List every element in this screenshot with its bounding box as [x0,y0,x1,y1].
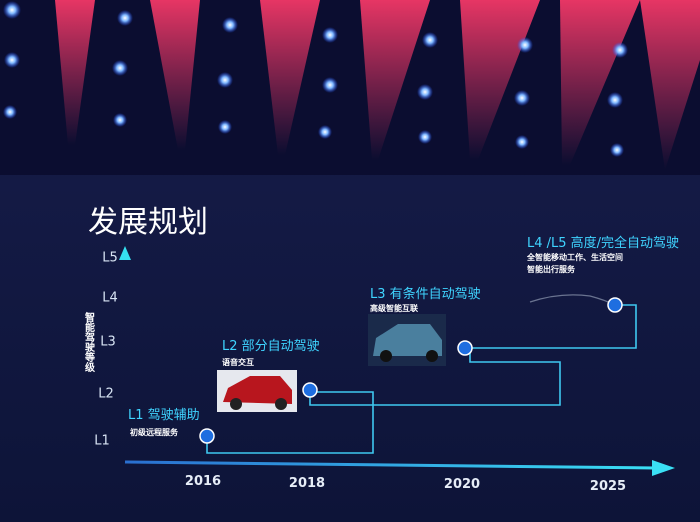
stage-lights [0,0,700,175]
title: 发展规划 [88,205,208,240]
stage-node [302,382,318,398]
x-axis-arrow [652,460,675,476]
stage-detail: 智能出行服务 [527,264,576,274]
level-label: L2 [98,387,114,402]
year-label: 2016 [185,474,221,489]
connector [206,391,374,454]
stage-node [199,428,215,444]
level-label: L5 [102,251,118,266]
y-axis-arrow [119,246,131,260]
connector [309,350,561,406]
year-label: 2020 [444,477,480,492]
level-label: L3 [100,335,116,350]
stage-node [457,340,473,356]
stage-detail: 高级智能互联 [370,303,418,313]
year-label: 2025 [590,479,626,494]
stage-title: L2 部分自动驾驶 [222,339,320,354]
stage-detail: 语音交互 [222,357,254,367]
stage-detail: 初级远程服务 [130,427,179,437]
car-image [217,370,297,412]
stage-title: L3 有条件自动驾驶 [370,286,481,302]
stage-detail: 全智能移动工作、生活空间 [526,252,623,262]
stage-title: L4 /L5 高度/完全自动驾驶 [527,235,679,251]
level-label: L1 [94,434,110,449]
y-axis-label: 智能驾驶等级 [83,311,96,373]
car-image [368,314,446,366]
stage-title: L1 驾驶辅助 [128,408,200,423]
connector [465,304,637,349]
x-axis [124,460,656,470]
stage-node [607,297,623,313]
year-label: 2018 [289,476,325,491]
level-label: L4 [102,291,118,306]
